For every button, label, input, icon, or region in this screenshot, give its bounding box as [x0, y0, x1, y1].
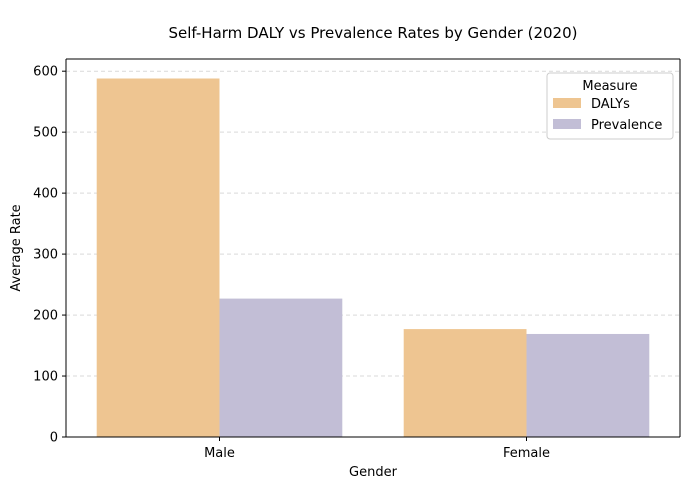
legend-swatch-prevalence	[553, 119, 581, 129]
x-tick-label: Male	[204, 446, 235, 461]
bar-dalys-male	[96, 78, 220, 437]
y-tick-label: 100	[33, 370, 58, 385]
x-tick-label: Female	[503, 446, 550, 461]
legend-title: Measure	[582, 79, 637, 94]
bar-dalys-female	[403, 329, 527, 437]
x-axis-ticks: Male Female	[204, 437, 550, 461]
bars	[96, 78, 650, 437]
bar-prevalence-male	[219, 298, 343, 437]
legend-label-prevalence: Prevalence	[591, 118, 662, 133]
y-tick-label: 400	[33, 187, 58, 202]
legend-items: DALYs Prevalence	[553, 97, 662, 133]
legend-label-dalys: DALYs	[591, 97, 630, 112]
legend: Measure DALYs Prevalence	[546, 72, 674, 140]
y-tick-label: 300	[33, 248, 58, 263]
y-tick-label: 200	[33, 309, 58, 324]
chart-title: Self-Harm DALY vs Prevalence Rates by Ge…	[169, 24, 578, 42]
y-axis-ticks: 0 100 200 300 400 500 600	[33, 65, 66, 446]
y-axis-label: Average Rate	[9, 204, 24, 291]
y-tick-label: 600	[33, 65, 58, 80]
x-axis-label: Gender	[349, 465, 398, 480]
y-tick-label: 0	[50, 431, 58, 446]
legend-swatch-dalys	[553, 98, 581, 108]
y-tick-label: 500	[33, 126, 58, 141]
bar-prevalence-female	[526, 333, 650, 437]
